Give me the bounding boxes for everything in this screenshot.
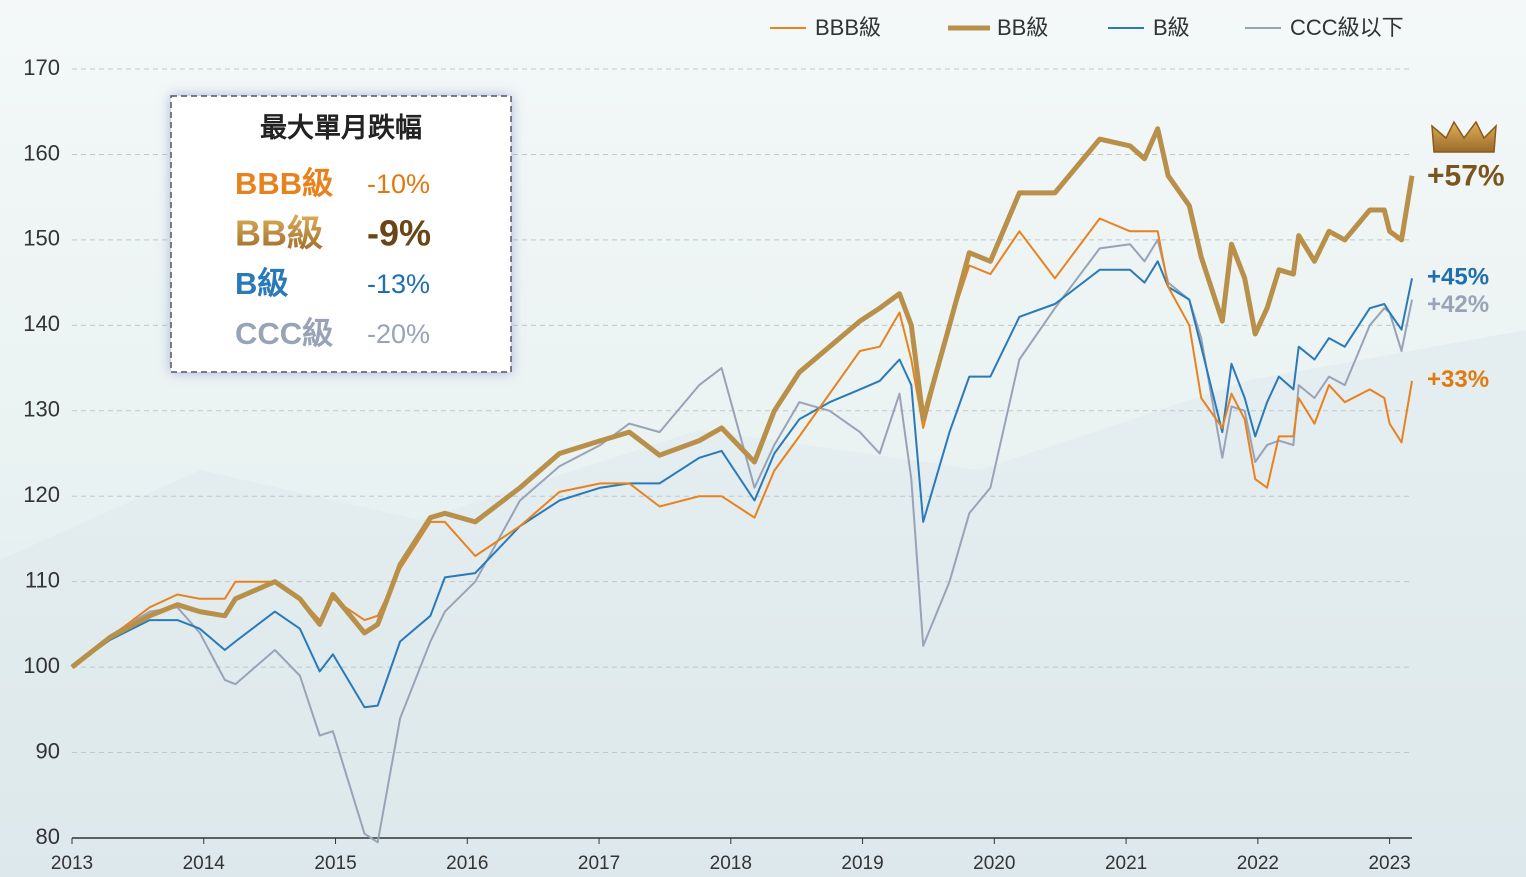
end-label: +33% [1427,366,1489,393]
legend-label: CCC級以下 [1290,15,1404,40]
inset-label: B級 [235,266,288,301]
x-tick-label: 2022 [1237,853,1279,874]
chart: 80 90 100 110 120 130 140 150 160 170 2013 2014 2015… [0,0,1526,877]
x-tick-label: 2017 [578,853,620,874]
inset-label: BBB級 [235,166,333,201]
inset-value: -10% [367,169,430,199]
x-tick-label: 2013 [51,853,93,874]
inset-label: BB級 [235,213,323,254]
inset-box: 最大單月跌幅 BBB級 -10% BB級 -9% B級 -13% CCC級 -20% [171,96,511,372]
inset-label: CCC級 [235,316,333,351]
y-tick-label: 140 [23,311,60,336]
end-label: +57% [1427,160,1505,193]
x-tick-label: 2018 [710,853,752,874]
legend-label: B級 [1153,15,1190,40]
x-tick-label: 2020 [973,853,1015,874]
x-tick-label: 2021 [1105,853,1147,874]
x-tick-label: 2014 [183,853,226,874]
end-label: +45% [1427,264,1489,291]
y-tick-label: 90 [36,738,60,763]
inset-value: -20% [367,319,430,349]
y-tick-label: 100 [23,653,60,678]
legend-label: BB級 [997,15,1048,40]
y-tick-label: 110 [25,567,60,592]
end-label: +42% [1427,291,1489,318]
x-tick-label: 2016 [446,853,488,874]
legend-label: BBB級 [815,15,881,40]
inset-title: 最大單月跌幅 [260,113,422,143]
y-tick-label: 120 [23,482,60,507]
inset-value: -13% [367,269,430,299]
x-tick-label: 2015 [314,853,356,874]
y-tick-label: 130 [23,397,60,422]
inset-value: -9% [367,213,431,254]
y-tick-label: 80 [36,824,60,849]
y-tick-label: 150 [23,226,60,251]
y-tick-label: 170 [23,55,60,80]
x-tick-label: 2019 [841,853,883,874]
y-tick-label: 160 [23,140,60,165]
x-tick-label: 2023 [1368,853,1410,874]
